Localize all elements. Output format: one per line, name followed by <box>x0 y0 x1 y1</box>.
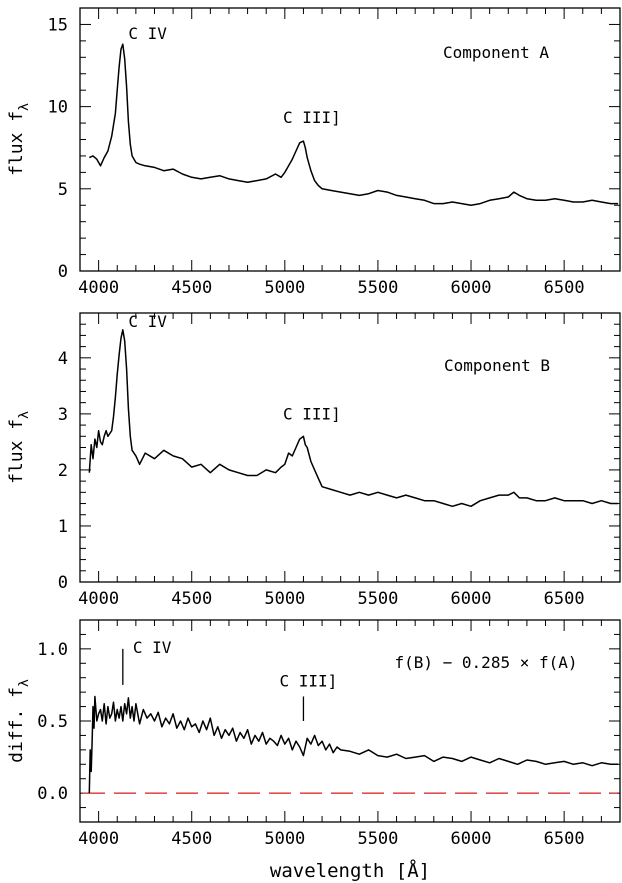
y-axis-label-subscript: λ <box>17 411 32 419</box>
axes-frame <box>79 7 621 272</box>
line-annotation: C III] <box>283 404 341 423</box>
y-axis-label: diff. fλ <box>6 679 32 763</box>
x-tick-label: 6500 <box>544 278 585 298</box>
x-tick-label: 5500 <box>357 589 398 609</box>
x-tick-label: 6000 <box>451 278 492 298</box>
x-tick-label: 4000 <box>78 829 119 849</box>
y-axis-label: flux fλ <box>6 411 32 484</box>
x-tick-label: 4500 <box>171 278 212 298</box>
x-tick-label: 6000 <box>451 829 492 849</box>
x-tick-label: 5000 <box>264 829 305 849</box>
panel-1: 4000 4500 5000 5500 6000 6500 0 5 10 15 flux fλ C I… <box>6 7 621 298</box>
x-tick-label: 4500 <box>171 589 212 609</box>
y-axis-label-main: flux f <box>6 419 27 484</box>
y-tick-label: 1.0 <box>37 640 68 660</box>
spectrum-line <box>88 43 619 207</box>
y-tick-label: 1 <box>58 517 68 537</box>
y-tick-label: 10 <box>48 98 68 118</box>
x-tick-label: 5000 <box>264 278 305 298</box>
y-tick-label: 4 <box>58 349 68 369</box>
y-tick-label: 0.5 <box>37 712 68 732</box>
spectrum-line <box>88 695 619 794</box>
spectrum-line <box>88 329 619 508</box>
y-tick-label: 5 <box>58 180 68 200</box>
x-tick-label: 6500 <box>544 829 585 849</box>
y-axis-label-main: diff. f <box>6 687 27 763</box>
axes-frame <box>79 312 621 583</box>
x-tick-label: 5500 <box>357 278 398 298</box>
x-tick-label: 5000 <box>264 589 305 609</box>
y-tick-label: 0.0 <box>37 784 68 804</box>
y-tick-label: 15 <box>48 15 68 35</box>
y-tick-label: 2 <box>58 461 68 481</box>
line-marker-label: C III] <box>279 671 337 690</box>
y-tick-label: 0 <box>58 573 68 593</box>
x-tick-label: 4000 <box>78 589 119 609</box>
x-tick-label: 6000 <box>451 589 492 609</box>
panel-label: Component A <box>443 43 549 62</box>
x-tick-label: 6500 <box>544 589 585 609</box>
x-tick-label: 4500 <box>171 829 212 849</box>
line-annotation: C IV <box>128 24 167 43</box>
line-annotation: C III] <box>283 108 341 127</box>
panel-label: Component B <box>444 356 550 375</box>
axes-frame <box>79 619 621 823</box>
y-axis-label-subscript: λ <box>17 679 32 687</box>
x-tick-label: 5500 <box>357 829 398 849</box>
y-axis-label: flux fλ <box>6 103 32 176</box>
y-axis-label-main: flux f <box>6 111 27 176</box>
x-axis-label: wavelength [Å] <box>270 859 430 882</box>
x-tick-label: 4000 <box>78 278 119 298</box>
y-tick-label: 3 <box>58 405 68 425</box>
y-axis-label-subscript: λ <box>17 103 32 111</box>
panel-2: 4000 4500 5000 5500 6000 6500 0 1 2 3 4 flux fλ C IV… <box>6 312 621 609</box>
line-annotation: C IV <box>128 312 167 331</box>
panel-label: f(B) − 0.285 × f(A) <box>394 653 577 672</box>
line-marker-label: C IV <box>133 638 172 657</box>
y-tick-label: 0 <box>58 262 68 282</box>
